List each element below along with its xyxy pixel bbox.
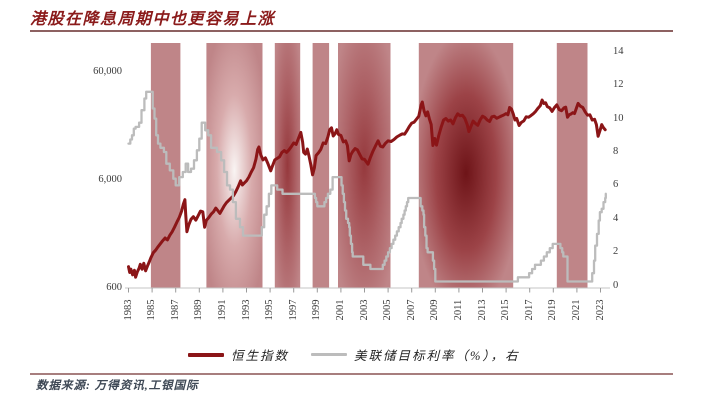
right-axis-label: 6 <box>613 179 619 191</box>
legend-label-hsi: 恒生指数 <box>231 349 290 363</box>
right-axis-label: 10 <box>613 112 624 124</box>
rate-cut-band <box>338 43 391 288</box>
footer-rule <box>30 373 673 375</box>
legend-item-fed-rate: 美联储目标利率（%），右 <box>311 345 520 364</box>
x-axis-year-label: 2023 <box>594 299 606 321</box>
left-axis-label: 60,000 <box>93 65 122 77</box>
x-axis-year-label: 2001 <box>334 299 346 321</box>
fed-rate-line-swatch <box>311 353 348 356</box>
rate-cut-band <box>150 43 181 288</box>
x-axis-year-label: 2005 <box>381 299 393 321</box>
x-axis-year-label: 1995 <box>263 299 275 321</box>
left-axis-label: 600 <box>106 282 122 294</box>
chart-legend: 恒生指数 美联储目标利率（%），右 <box>188 345 520 364</box>
x-axis-year-label: 2019 <box>547 299 559 321</box>
x-axis-year-label: 2003 <box>358 299 370 321</box>
x-axis-year-label: 1993 <box>240 299 252 321</box>
right-axis-label: 4 <box>613 212 619 224</box>
x-axis-year-label: 2007 <box>405 299 417 321</box>
left-axis-label: 6,000 <box>98 173 122 185</box>
rate-cut-band <box>418 43 514 288</box>
x-axis-year-label: 2011 <box>452 299 464 321</box>
hsi-line-swatch <box>188 352 224 357</box>
hsi-line <box>127 98 607 279</box>
x-axis <box>125 287 610 293</box>
data-series-lines <box>127 90 607 283</box>
x-axis-year-label: 2009 <box>429 299 441 321</box>
title-underline <box>30 30 673 32</box>
x-axis-year-label: 2017 <box>523 299 535 321</box>
right-axis-label: 8 <box>613 145 619 157</box>
right-axis-label: 14 <box>613 45 624 57</box>
right-axis-label: 12 <box>613 78 624 90</box>
fed-rate-line <box>127 90 607 283</box>
legend-label-fed-rate: 美联储目标利率（%），右 <box>354 349 520 363</box>
rate-cut-band <box>312 43 330 288</box>
x-axis-year-label: 2013 <box>476 299 488 321</box>
rate-cut-shaded-bands <box>150 43 588 288</box>
rate-cut-band <box>274 43 301 288</box>
x-axis-year-label: 1985 <box>145 299 157 321</box>
right-axis-label: 2 <box>613 246 619 258</box>
legend-item-hsi: 恒生指数 <box>188 345 289 364</box>
x-axis-year-label: 1999 <box>311 299 323 321</box>
x-axis-year-label: 2015 <box>499 299 511 321</box>
x-axis-year-label: 1983 <box>122 299 134 321</box>
data-source: 数据来源: 万得资讯,工银国际 <box>36 380 199 392</box>
right-axis-label: 0 <box>613 279 619 291</box>
x-axis-year-label: 1991 <box>216 299 228 321</box>
x-axis-year-label: 1989 <box>193 299 205 321</box>
x-axis-year-label: 1987 <box>169 299 181 321</box>
chart-title: 港股在降息周期中也更容易上涨 <box>30 11 276 28</box>
x-axis-year-label: 2021 <box>570 299 582 321</box>
x-axis-year-label: 1997 <box>287 299 299 321</box>
